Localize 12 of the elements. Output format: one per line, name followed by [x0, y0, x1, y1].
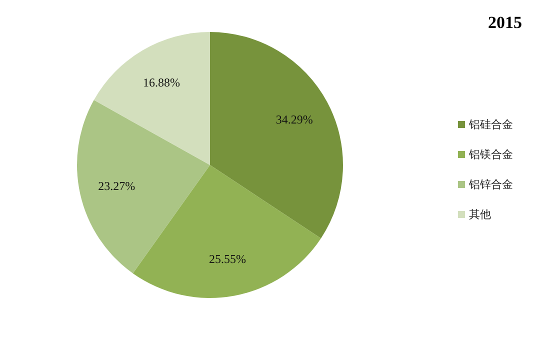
data-label: 34.29% — [276, 112, 313, 127]
legend-label: 铝镁合金 — [469, 147, 513, 162]
pie-slice — [210, 32, 343, 238]
data-label: 23.27% — [98, 178, 136, 193]
chart-title: 2015 — [488, 13, 522, 32]
pie-slice — [94, 32, 210, 165]
legend-label: 其他 — [469, 207, 491, 222]
data-label: 16.88% — [143, 75, 180, 90]
data-label: 25.55% — [209, 252, 246, 266]
legend-label: 铝锌合金 — [469, 177, 513, 192]
pie-slice — [77, 100, 210, 274]
legend-label: 铝硅合金 — [469, 117, 513, 132]
